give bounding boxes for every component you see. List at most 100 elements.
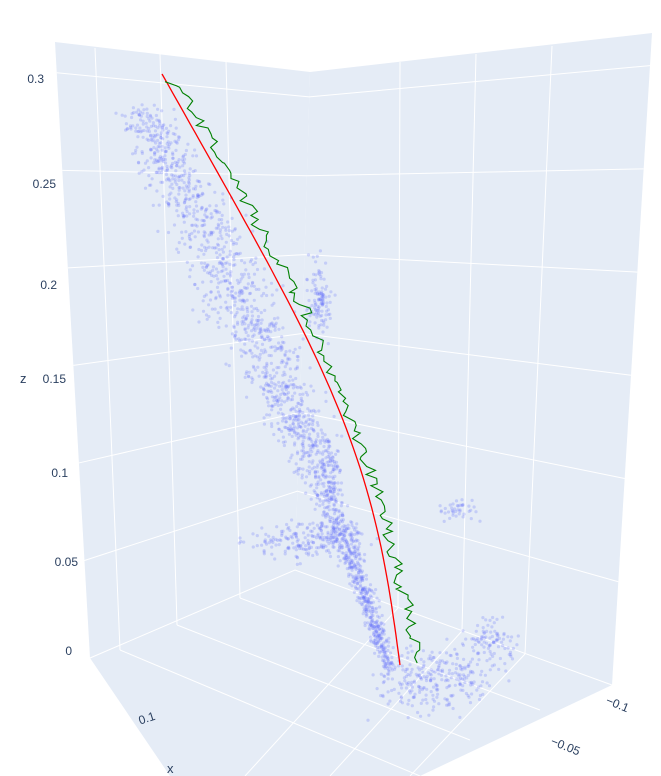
scatter-point: [216, 226, 220, 230]
scatter-point: [424, 697, 428, 702]
scatter-point: [324, 474, 328, 478]
scatter-point: [256, 308, 260, 313]
scatter-point: [363, 587, 367, 592]
scatter-point: [358, 575, 362, 579]
scatter-point: [340, 520, 345, 524]
scatter-point: [312, 389, 316, 393]
scatter-point: [233, 315, 237, 319]
scatter-point: [370, 589, 374, 593]
scatter-point: [376, 624, 380, 629]
scatter-point: [336, 515, 340, 519]
scatter-point: [349, 559, 353, 563]
scatter-point: [349, 558, 353, 562]
scatter-point: [379, 672, 383, 676]
scatter-point: [313, 471, 317, 475]
scatter-point: [324, 390, 328, 394]
scatter-point: [311, 521, 315, 525]
scatter-point: [336, 465, 340, 469]
scatter-point: [356, 548, 360, 552]
scatter-point: [291, 406, 295, 410]
scatter-point: [238, 339, 242, 343]
scatter-point: [303, 424, 307, 428]
scatter-point: [456, 672, 460, 676]
floor-grid-line: [409, 653, 526, 776]
scatter-point: [269, 384, 273, 388]
scatter-point: [358, 591, 362, 595]
scatter-point: [157, 156, 162, 160]
scatter-point: [351, 579, 355, 584]
scatter-point: [340, 530, 344, 534]
scatter-point: [272, 395, 276, 400]
scatter-point: [279, 407, 283, 411]
scatter-point: [298, 409, 302, 413]
scatter-point: [214, 204, 218, 208]
scatter-point: [417, 673, 421, 677]
scatter-point: [274, 383, 278, 387]
scatter-point: [282, 392, 286, 396]
scatter-point: [326, 446, 330, 450]
scatter-point: [294, 534, 298, 538]
scatter-point: [244, 317, 248, 321]
scatter-point: [339, 544, 343, 548]
scatter-point: [309, 438, 313, 442]
scatter-point: [204, 265, 208, 269]
scatter-point: [298, 522, 302, 527]
scatter-point: [389, 666, 393, 670]
scatter-point: [282, 400, 287, 404]
scatter-point: [272, 432, 276, 437]
scatter-point: [319, 524, 323, 528]
scatter-point: [408, 663, 412, 667]
scatter-point: [349, 538, 353, 542]
scatter-point: [369, 588, 373, 592]
scatter-point: [206, 182, 211, 186]
scatter-point: [332, 482, 336, 486]
scatter-point: [375, 606, 379, 610]
scatter-point: [246, 282, 250, 286]
scatter-point: [375, 596, 379, 600]
scatter-point: [439, 510, 443, 514]
scatter-point: [420, 666, 424, 671]
scatter-point: [376, 640, 380, 644]
scatter-point: [160, 155, 165, 159]
scatter-point: [310, 529, 314, 534]
scatter-point: [393, 665, 397, 669]
series-red-curve: [161, 73, 401, 666]
scatter-point: [289, 407, 293, 411]
scatter-point: [224, 228, 228, 232]
scatter-point: [351, 565, 355, 569]
scatter-point: [264, 542, 269, 546]
scatter-point: [387, 668, 391, 672]
scatter-point: [357, 587, 361, 591]
scatter-point: [353, 545, 357, 550]
scatter-point: [315, 465, 319, 469]
scatter-point: [435, 660, 439, 665]
scatter-point: [491, 654, 495, 659]
scatter-point: [310, 409, 314, 413]
scatter-point: [243, 337, 247, 341]
scatter-point: [480, 680, 485, 684]
scatter-point: [325, 301, 329, 305]
scatter-point: [315, 496, 319, 500]
scatter-point: [169, 165, 173, 169]
scatter-point: [295, 539, 299, 544]
scatter-point: [193, 282, 197, 287]
scatter-point: [373, 624, 377, 629]
scatter-point: [383, 646, 387, 650]
scatter-point: [301, 541, 305, 545]
scatter-point: [203, 213, 207, 217]
scatter-point: [272, 382, 276, 386]
scatter-point: [242, 319, 246, 324]
scatter-point: [361, 587, 365, 592]
scatter-point: [282, 370, 286, 374]
scatter-point: [213, 208, 217, 213]
scatter-point: [255, 326, 259, 330]
scatter-point: [165, 168, 170, 172]
scatter-point: [408, 689, 412, 693]
scatter-point: [156, 126, 160, 130]
scatter-point: [218, 228, 223, 232]
scatter-point: [283, 552, 287, 556]
scatter-point: [356, 572, 360, 577]
scatter-point: [319, 271, 324, 275]
scatter-point: [366, 602, 370, 606]
